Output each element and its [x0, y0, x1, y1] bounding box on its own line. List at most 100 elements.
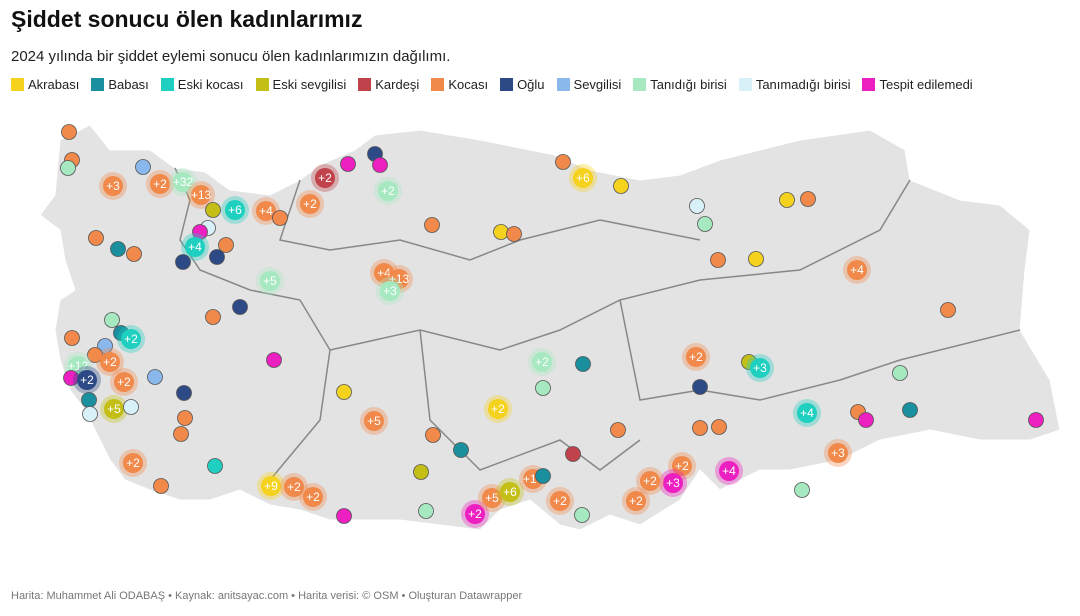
marker-label: +2: [303, 197, 317, 211]
marker: [555, 154, 571, 170]
marker: [135, 159, 151, 175]
marker-label: +2: [643, 474, 657, 488]
marker-label: +6: [228, 203, 242, 217]
marker: [550, 491, 570, 511]
marker: [153, 478, 169, 494]
marker: [82, 406, 98, 422]
marker-label: +2: [80, 373, 94, 387]
legend-item: Eski kocası: [160, 77, 244, 92]
marker-label: +3: [106, 179, 120, 193]
marker: [176, 385, 192, 401]
legend-item: Tanıdığı birisi: [633, 77, 727, 92]
marker: [424, 217, 440, 233]
legend-swatch: [91, 78, 105, 91]
marker: [126, 246, 142, 262]
legend-label: Akrabası: [28, 77, 80, 92]
marker: [892, 365, 908, 381]
marker: [315, 168, 335, 188]
marker: [719, 461, 739, 481]
legend-item: Eski sevgilisi: [255, 77, 346, 92]
title: Şiddet sonucu ölen kadınlarımız: [11, 6, 363, 32]
marker: [418, 503, 434, 519]
marker: [218, 237, 234, 253]
legend-swatch: [500, 78, 514, 91]
marker: [225, 200, 245, 220]
markers: +3 +2 +32+13+6 +4+4+5+2+2+12+2 +2+5+2+2+2+2+…: [60, 124, 1044, 528]
marker: [573, 168, 593, 188]
marker-label: +9: [264, 479, 278, 493]
marker: [110, 241, 126, 257]
legend-item: Sevgilisi: [556, 77, 621, 92]
legend-swatch: [556, 78, 570, 91]
footer: Harita: Muhammet Ali ODABAŞ • Kaynak: an…: [11, 590, 523, 602]
country-shape: [39, 124, 1061, 531]
region-borders: [174, 167, 1021, 481]
marker-label: +2: [689, 350, 703, 364]
marker: [104, 312, 120, 328]
marker: [613, 178, 629, 194]
marker-label: +5: [485, 491, 499, 505]
marker-label: +4: [850, 263, 864, 277]
marker-label: +6: [503, 485, 517, 499]
marker-label: +2: [468, 507, 482, 521]
marker-label: +2: [318, 171, 332, 185]
legend-swatch: [738, 78, 752, 91]
legend-item: Oğlu: [500, 77, 545, 92]
legend-label: Tespit edilemedi: [879, 77, 973, 92]
legend-swatch: [255, 78, 269, 91]
marker: [232, 299, 248, 315]
marker: [260, 271, 280, 291]
marker-label: +3: [831, 446, 845, 460]
marker: [104, 399, 124, 419]
legend-label: Eski kocası: [177, 77, 244, 92]
marker-label: +2: [306, 490, 320, 504]
marker: [191, 185, 211, 205]
legend: Akrabası Babası Eski kocası Eski sevgilisi K…: [11, 77, 973, 92]
legend-label: Oğlu: [517, 77, 545, 92]
marker: [173, 426, 189, 442]
legend-label: Tanımadığı birisi: [755, 77, 851, 92]
marker-label: +2: [124, 332, 138, 346]
marker-label: +2: [126, 456, 140, 470]
marker-label: +6: [576, 171, 590, 185]
marker: [205, 309, 221, 325]
marker: [797, 403, 817, 423]
marker: [81, 392, 97, 408]
legend-label: Kocası: [448, 77, 489, 92]
marker: [303, 487, 323, 507]
legend-item: Kocası: [431, 77, 488, 92]
marker-label: +12: [68, 359, 89, 373]
marker-label: +2: [491, 402, 505, 416]
marker: [535, 468, 551, 484]
marker-label: +2: [381, 184, 395, 198]
marker-label: +2: [629, 494, 643, 508]
marker: [272, 210, 288, 226]
marker: [121, 329, 141, 349]
marker: [266, 352, 282, 368]
marker: [858, 412, 874, 428]
marker: [64, 330, 80, 346]
legend-swatch: [11, 78, 24, 91]
marker: [60, 160, 76, 176]
marker: [610, 422, 626, 438]
marker: [748, 251, 764, 267]
marker: [506, 226, 522, 242]
marker-label: +3: [383, 284, 397, 298]
marker: [493, 224, 509, 240]
marker: [779, 192, 795, 208]
marker: [177, 410, 193, 426]
marker: [256, 201, 276, 221]
marker: [209, 249, 225, 265]
marker: [103, 176, 123, 196]
marker: [626, 491, 646, 511]
marker: [692, 420, 708, 436]
marker-label: +32: [173, 175, 194, 189]
marker: [425, 427, 441, 443]
marker: [453, 442, 469, 458]
marker: [500, 482, 520, 502]
legend-item: Tanımadığı birisi: [738, 77, 851, 92]
marker: [750, 358, 770, 378]
marker: [336, 384, 352, 400]
marker-label: +5: [367, 414, 381, 428]
